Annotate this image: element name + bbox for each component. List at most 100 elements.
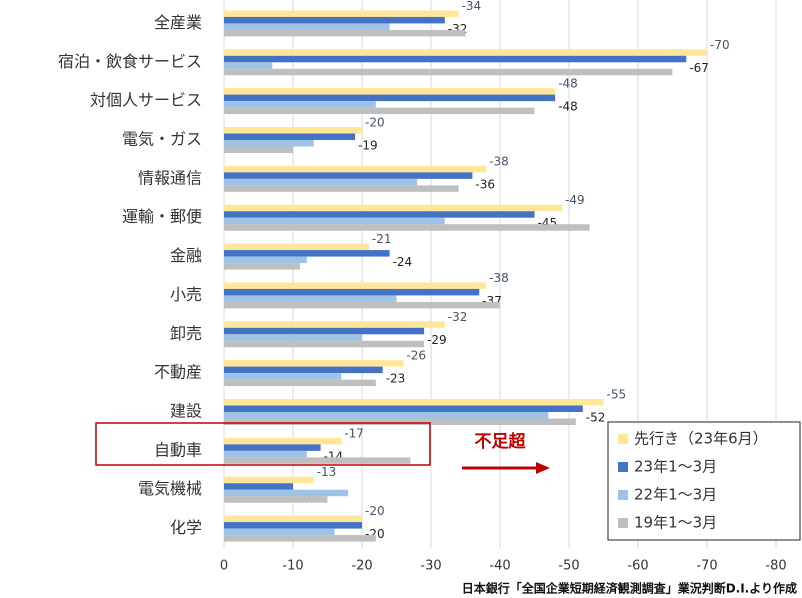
bar <box>224 10 459 17</box>
bar <box>224 88 556 95</box>
bar <box>224 243 369 251</box>
bar <box>224 327 425 335</box>
bar <box>224 373 342 380</box>
bar <box>224 23 390 30</box>
data-label: -55 <box>607 388 627 402</box>
data-label: -49 <box>565 193 585 207</box>
bar <box>224 146 293 153</box>
bar <box>224 379 376 387</box>
bar <box>224 55 687 63</box>
x-tick-label: -30 <box>420 559 441 574</box>
arrow-head <box>536 462 550 474</box>
data-label: -32 <box>448 310 468 324</box>
bar <box>224 444 321 451</box>
data-label: -13 <box>317 465 337 479</box>
bar <box>224 288 480 296</box>
data-label: -67 <box>689 61 709 75</box>
data-label: -38 <box>489 154 509 168</box>
data-label: -29 <box>427 333 447 347</box>
bar <box>224 295 397 302</box>
bar <box>224 334 362 341</box>
bar <box>224 340 425 348</box>
bar <box>224 321 445 328</box>
x-tick-label: -10 <box>282 559 303 574</box>
bar <box>224 127 362 134</box>
bar <box>224 256 307 264</box>
legend-label: 23年1～3月 <box>634 458 717 476</box>
bar <box>224 366 383 374</box>
bar <box>224 437 342 445</box>
data-label: -20 <box>365 116 385 130</box>
y-tick-label: 自動車 <box>154 440 202 459</box>
bar <box>224 94 556 102</box>
data-label: -21 <box>372 232 392 246</box>
legend-swatch <box>618 462 628 472</box>
bar <box>224 217 445 225</box>
bar <box>224 16 445 24</box>
x-tick-label: -20 <box>351 559 372 574</box>
bar <box>224 49 707 56</box>
bar <box>224 211 535 218</box>
bar <box>224 489 349 497</box>
bar <box>224 483 293 490</box>
y-tick-label: 建設 <box>170 402 202 421</box>
bar <box>224 405 583 412</box>
y-tick-label: 化学 <box>170 518 202 537</box>
y-tick-label: 電気・ガス <box>122 130 202 149</box>
bar <box>224 68 673 76</box>
bar <box>224 301 500 309</box>
legend-label: 先行き（23年6月） <box>634 430 768 448</box>
y-tick-label: 卸売 <box>170 324 202 343</box>
bar <box>224 62 273 69</box>
bar <box>224 522 362 529</box>
bar <box>224 172 473 179</box>
bar <box>224 360 404 367</box>
y-tick-label: 不動産 <box>154 363 202 382</box>
x-tick-label: -80 <box>765 559 786 574</box>
bar <box>224 535 376 542</box>
legend-swatch <box>618 434 628 444</box>
bar <box>224 496 328 503</box>
plot: 0 -10 -20 -30 -40 -50 -60 -70 -80 全産業 -34 -32 宿泊・飲食サ… <box>58 0 787 574</box>
bar <box>224 450 307 458</box>
bar <box>224 412 549 419</box>
data-label: -34 <box>462 0 482 13</box>
source-note: 日本銀行「全国企業短期経済観測調査」業況判断D.I.より作成 <box>462 581 797 596</box>
bar <box>224 178 418 186</box>
data-label: -19 <box>358 139 378 153</box>
x-tick-label: -60 <box>627 559 648 574</box>
x-tick-label: 0 <box>220 559 228 574</box>
legend-swatch <box>618 518 628 528</box>
y-tick-label: 電気機械 <box>138 479 202 498</box>
y-tick-label: 金融 <box>170 246 202 265</box>
bar <box>224 107 535 115</box>
legend-label: 22年1～3月 <box>634 486 717 504</box>
data-label: -24 <box>393 255 413 269</box>
y-tick-label: 宿泊・飲食サービス <box>58 52 202 71</box>
bar <box>224 282 487 289</box>
legend-label: 19年1～3月 <box>634 514 717 532</box>
data-label: -17 <box>344 426 364 440</box>
bar <box>224 528 335 536</box>
bar <box>224 101 376 108</box>
bar <box>224 165 487 173</box>
y-tick-label: 小売 <box>170 285 202 304</box>
bar <box>224 250 390 257</box>
data-label: -38 <box>489 271 509 285</box>
x-tick-label: -50 <box>558 559 579 574</box>
data-label: -52 <box>586 411 606 425</box>
y-tick-label: 全産業 <box>154 13 202 32</box>
bar <box>224 418 576 425</box>
y-tick-label: 対個人サービス <box>90 91 202 110</box>
bar <box>224 140 314 147</box>
bar <box>224 457 411 464</box>
bar <box>224 185 459 192</box>
data-label: -23 <box>386 372 406 386</box>
data-label: -26 <box>406 349 426 363</box>
bar <box>224 224 590 231</box>
data-label: -70 <box>710 38 730 52</box>
bar <box>224 204 563 212</box>
bar <box>224 133 356 140</box>
bar <box>224 29 466 37</box>
